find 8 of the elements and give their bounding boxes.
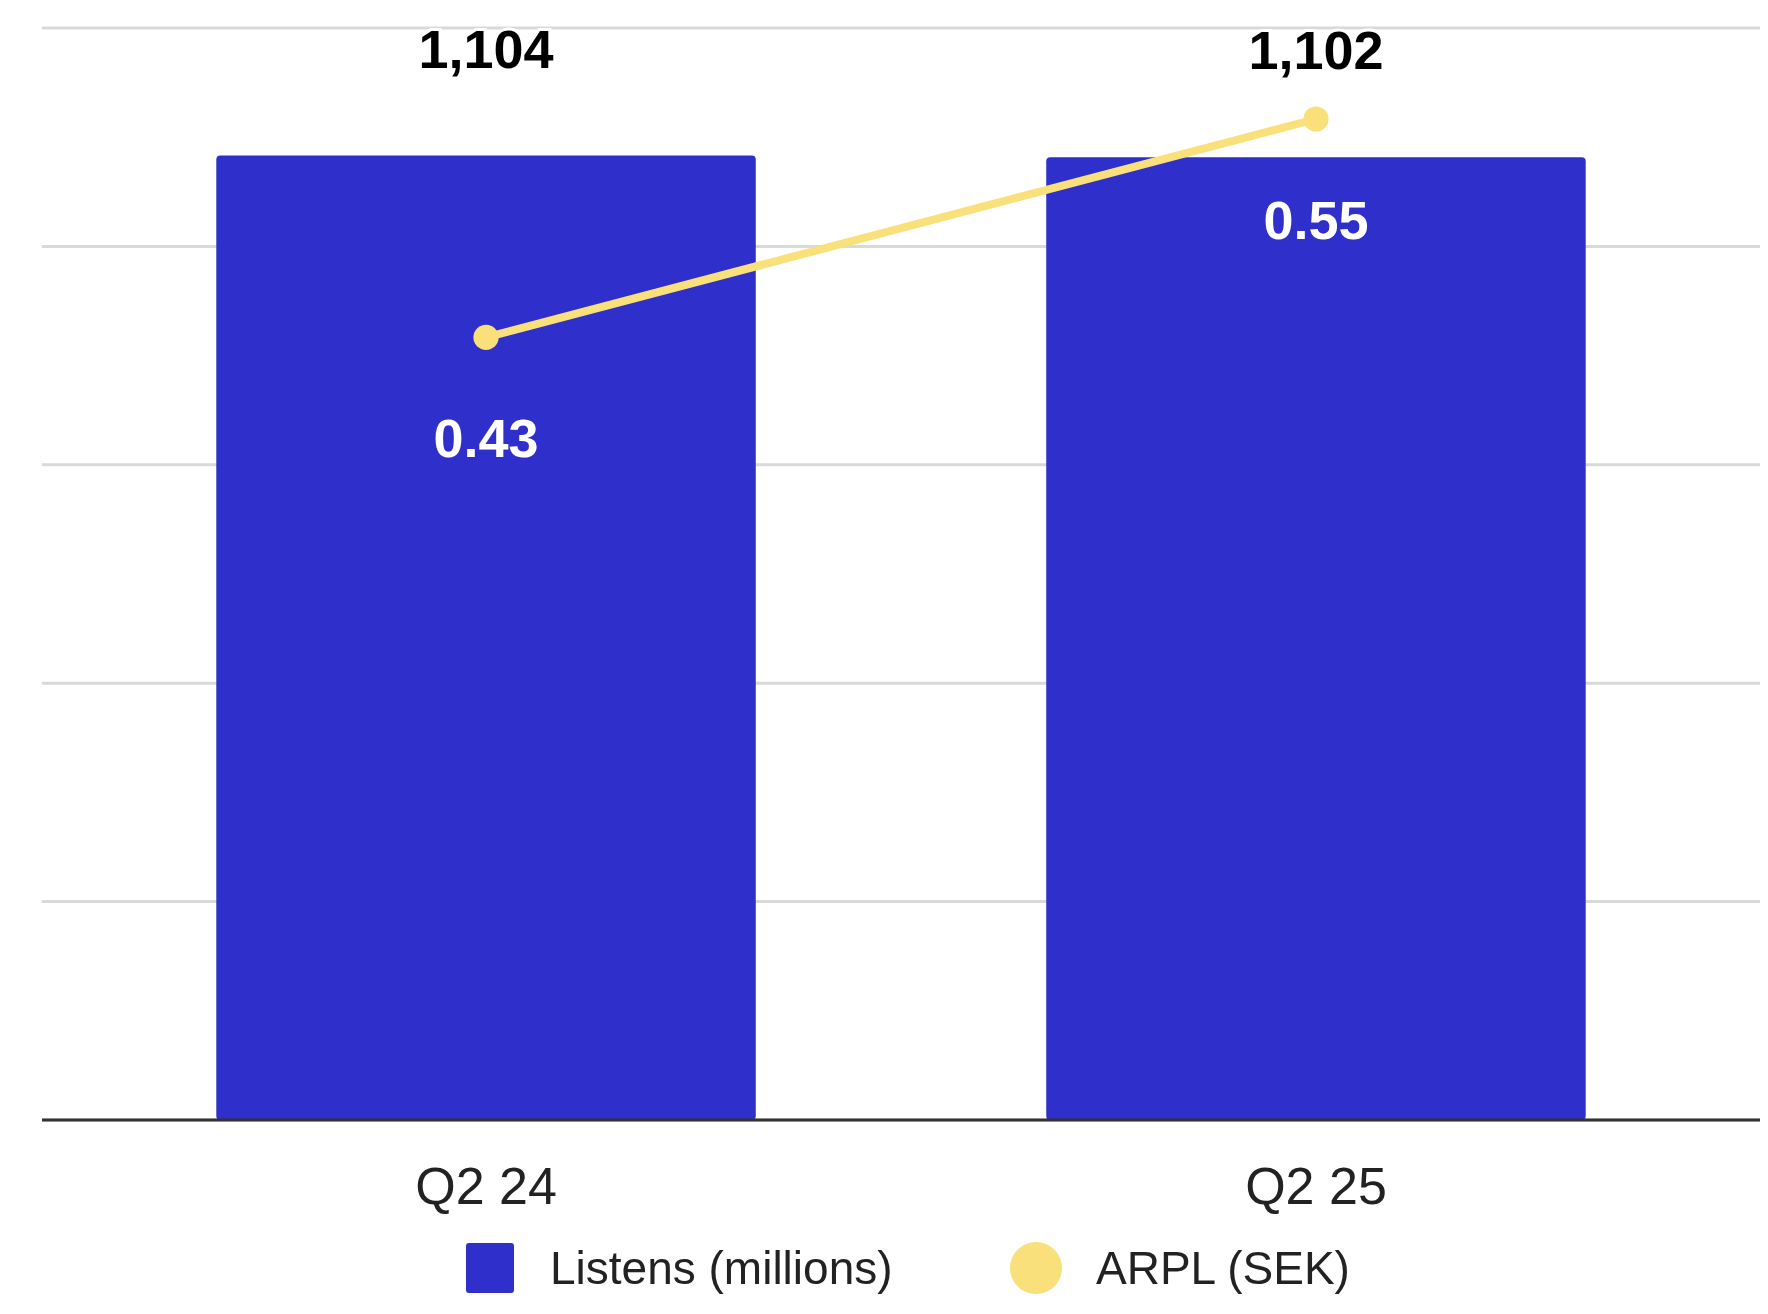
data-label: 1,102 — [1248, 20, 1384, 81]
data-label: 0.55 — [1263, 190, 1369, 250]
x-tick-label: Q2 25 — [1245, 1157, 1387, 1215]
legend-label: Listens (millions) — [550, 1242, 893, 1295]
x-tick-label: Q2 24 — [415, 1157, 557, 1215]
data-label: 1,104 — [418, 18, 554, 79]
data-label: 0.43 — [433, 408, 539, 469]
legend-label: ARPL (SEK) — [1096, 1242, 1350, 1295]
